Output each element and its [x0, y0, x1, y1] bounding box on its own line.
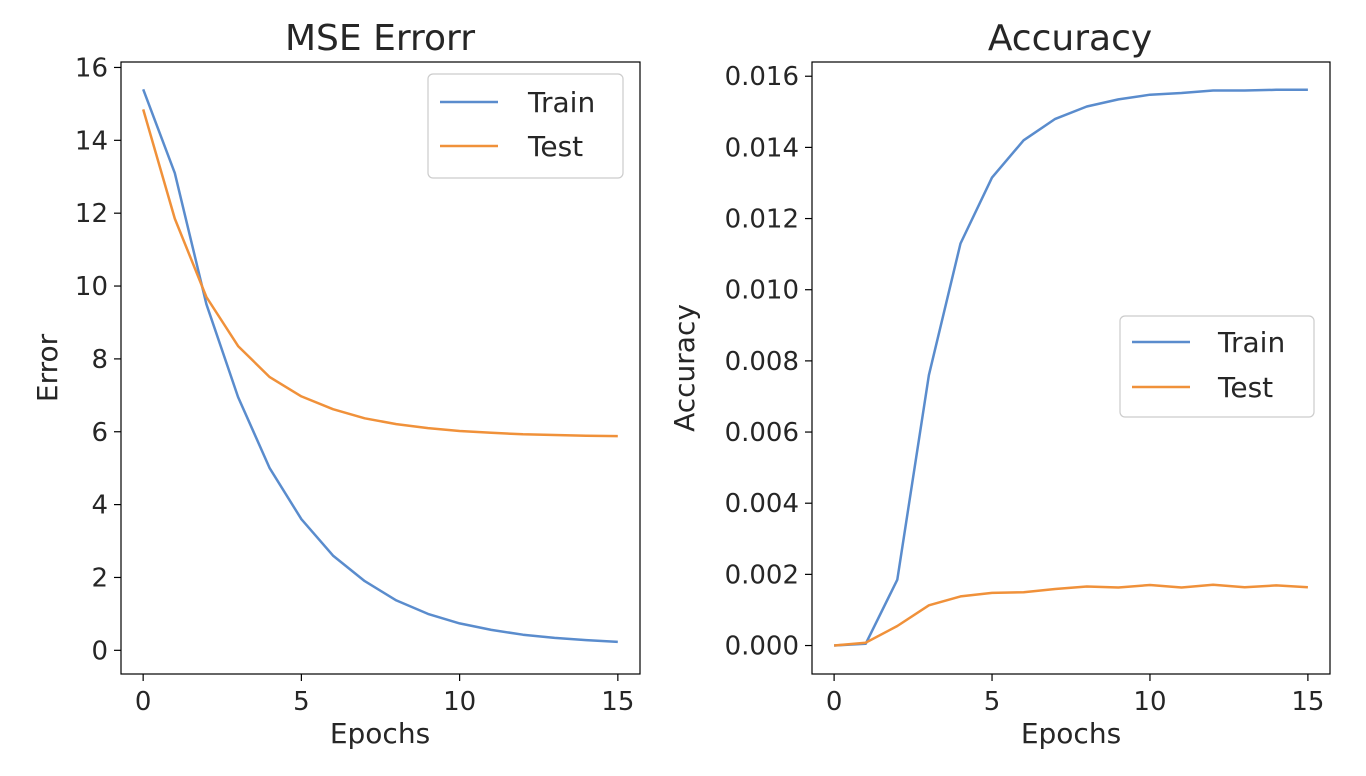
y-tick-label: 8: [91, 345, 108, 375]
x-tick-label: 5: [293, 687, 310, 717]
y-tick-label: 12: [75, 199, 108, 229]
y-tick-label: 0.014: [725, 133, 799, 163]
x-axis-label: Epochs: [330, 717, 430, 750]
x-tick-label: 5: [984, 687, 1001, 717]
x-tick-label: 0: [826, 687, 843, 717]
y-tick-label: 2: [91, 563, 108, 593]
plot-frame: [120, 61, 641, 675]
x-tick-label: 15: [1291, 687, 1324, 717]
plot-frame: [811, 61, 1331, 675]
y-tick-label: 10: [75, 272, 108, 302]
y-tick-label: 0.016: [725, 62, 799, 92]
x-tick-label: 10: [443, 687, 476, 717]
chart-title: Accuracy: [988, 18, 1152, 59]
series-line-test: [833, 583, 1308, 647]
series-lines: [833, 88, 1308, 647]
y-tick-label: 14: [75, 126, 108, 156]
y-tick-label: 0.010: [725, 276, 799, 306]
y-tick-label: 0.008: [725, 347, 799, 377]
y-tick-label: 0: [91, 636, 108, 666]
legend-box: [427, 73, 624, 179]
x-tick-label: 10: [1133, 687, 1166, 717]
ticks: 0 5 10 15 0.000 0.002 0.004 0.006 0.008 0.010 0.01…: [725, 62, 1325, 717]
ticks: 0 5 10 15 0 2 4 6 8 10 12 14 16: [75, 53, 634, 717]
x-axis-label: Epochs: [1021, 717, 1121, 750]
legend-label-test: Test: [1217, 371, 1273, 404]
legend-label-train: Train: [527, 86, 595, 119]
y-axis-label: Accuracy: [668, 304, 701, 432]
y-tick-label: 0.002: [725, 560, 799, 590]
y-tick-label: 6: [91, 418, 108, 448]
series-line-train: [142, 88, 618, 644]
x-tick-label: 0: [135, 687, 152, 717]
x-tick-label: 15: [601, 687, 634, 717]
y-tick-label: 16: [75, 53, 108, 83]
y-tick-label: 0.012: [725, 205, 799, 235]
mse-error-chart: MSE Errorr 0 5 10 15 0 2 4 6 8 10 12 14 16 Epochs Er…: [31, 18, 641, 750]
y-tick-label: 0.000: [725, 632, 799, 662]
series-lines: [141, 88, 618, 644]
legend: Train Test: [1119, 315, 1315, 418]
y-tick-label: 0.006: [725, 418, 799, 448]
y-tick-label: 4: [91, 491, 108, 521]
series-line-test: [141, 109, 618, 438]
accuracy-chart: Accuracy 0 5 10 15 0.000 0.002 0.004 0.006 0.008…: [668, 18, 1331, 750]
series-line-train: [834, 88, 1308, 647]
legend: Train Test: [427, 73, 624, 179]
legend-label-train: Train: [1217, 326, 1285, 359]
legend-label-test: Test: [527, 130, 583, 163]
y-tick-label: 0.004: [725, 489, 799, 519]
y-axis-label: Error: [31, 333, 64, 402]
chart-title: MSE Errorr: [285, 18, 475, 59]
